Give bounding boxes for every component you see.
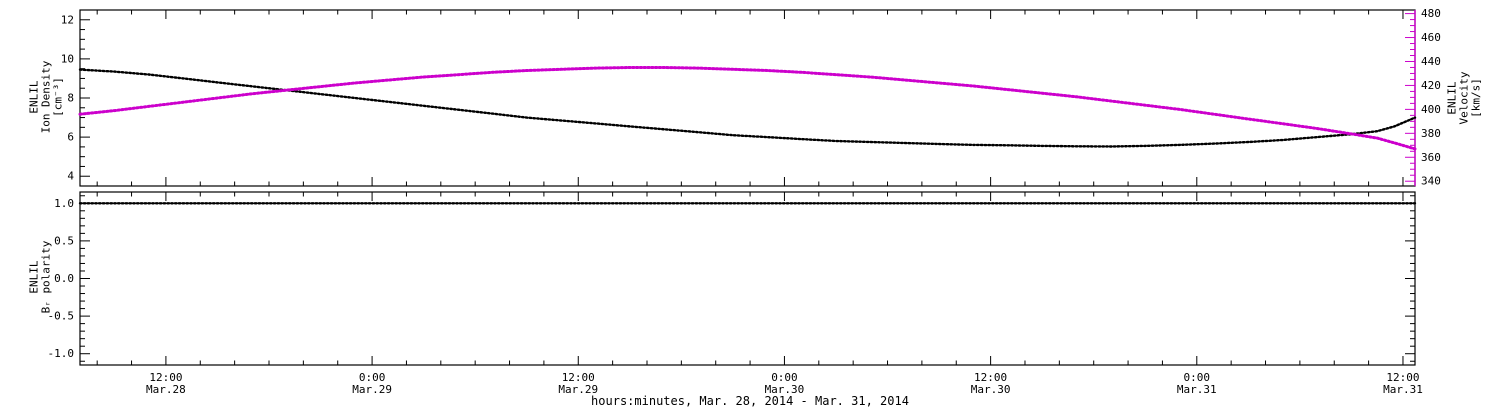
y-tick-label: 460: [1421, 31, 1441, 44]
series-enlil-ion-density: [78, 68, 1417, 148]
density-axis-label-line-3: [cm⁻³]: [51, 77, 65, 117]
x-tick-time: 12:00: [149, 371, 182, 384]
y-tick-label: 360: [1421, 151, 1441, 164]
y-tick-label: 400: [1421, 103, 1441, 116]
panel-density-velocity: 4 6 8 10 12 340 360 380 400 420 440 460 480: [61, 7, 1441, 188]
x-tick-date: Mar.29: [558, 383, 598, 396]
x-tick-date: Mar.29: [352, 383, 392, 396]
polarity-axis-label-line-2: Bᵣ polarity: [39, 240, 53, 314]
x-tick-date: Mar.30: [971, 383, 1011, 396]
x-tick-date: Mar.31: [1383, 383, 1423, 396]
panel-frame: [79, 9, 1416, 187]
x-tick-time: 12:00: [1386, 371, 1419, 384]
panel-frame: [79, 191, 1416, 366]
y-tick-label: 0.0: [54, 272, 74, 285]
panel-br-polarity: 1.0 0.5 0.0 -0.5 -1.0: [48, 191, 1417, 366]
x-ticks: [96, 192, 1404, 365]
right-mirror-ticks: [1405, 195, 1415, 362]
x-tick-date: Mar.30: [765, 383, 805, 396]
y-tick-label: 10: [61, 52, 74, 65]
y-tick-label: 0.5: [54, 234, 74, 247]
y-tick-label: 12: [61, 13, 74, 26]
y-tick-label: 420: [1421, 79, 1441, 92]
x-tick-labels: 12:00Mar.280:00Mar.2912:00Mar.290:00Mar.…: [146, 371, 1423, 396]
series-enlil-velocity: [78, 66, 1417, 151]
x-tick-time: 12:00: [562, 371, 595, 384]
left-axis: 1.0 0.5 0.0 -0.5 -1.0: [48, 195, 90, 362]
x-tick-time: 12:00: [974, 371, 1007, 384]
x-tick-time: 0:00: [359, 371, 386, 384]
y-tick-label: 1.0: [54, 197, 74, 210]
y-tick-label: -0.5: [48, 310, 75, 323]
x-tick-date: Mar.31: [1177, 383, 1217, 396]
y-tick-label: 8: [67, 92, 74, 105]
y-tick-label: 4: [67, 170, 74, 183]
y-tick-label: 380: [1421, 127, 1441, 140]
x-tick-time: 0:00: [1184, 371, 1211, 384]
y-tick-label: 340: [1421, 175, 1441, 188]
y-tick-label: 480: [1421, 7, 1441, 20]
y-tick-label: -1.0: [48, 347, 75, 360]
right-axis: 340 360 380 400 420 440 460 480: [1405, 7, 1441, 188]
velocity-axis-label-line-3: [km/s]: [1469, 78, 1483, 118]
y-tick-label: 440: [1421, 55, 1441, 68]
x-axis-label: hours:minutes, Mar. 28, 2014 - Mar. 31, …: [591, 394, 909, 408]
x-tick-date: Mar.28: [146, 383, 186, 396]
x-ticks: [96, 10, 1404, 186]
left-axis: 4 6 8 10 12: [61, 9, 90, 187]
y-tick-label: 6: [67, 131, 74, 144]
x-tick-time: 0:00: [771, 371, 798, 384]
